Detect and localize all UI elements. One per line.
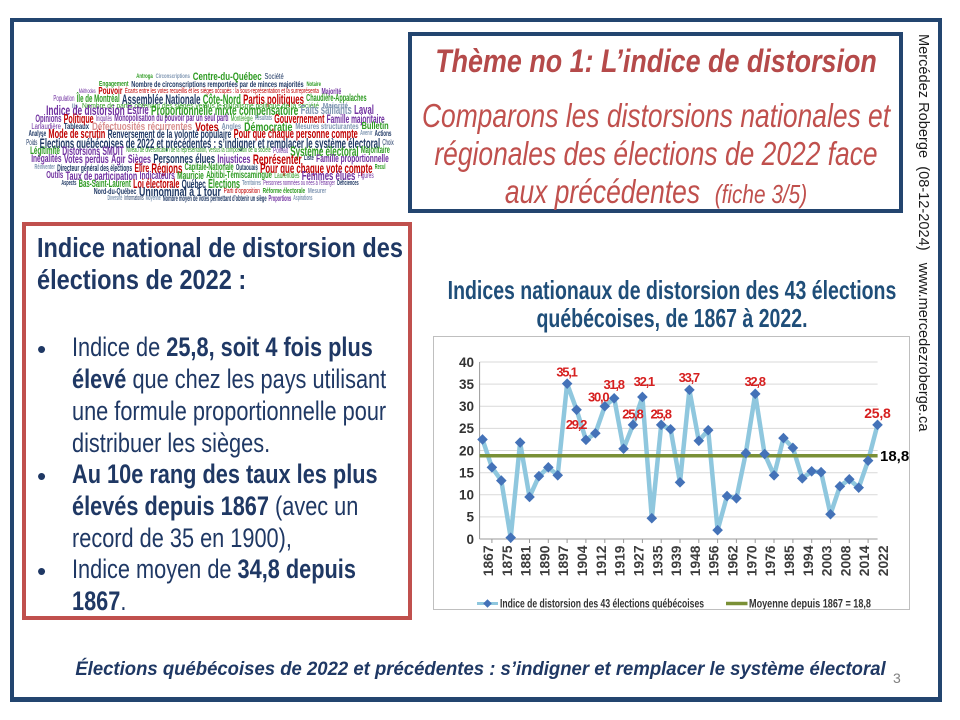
svg-text:35: 35 xyxy=(459,377,475,392)
svg-text:0: 0 xyxy=(466,532,474,547)
svg-text:2008: 2008 xyxy=(838,545,853,576)
svg-text:1867: 1867 xyxy=(481,545,496,576)
svg-text:1912: 1912 xyxy=(594,545,609,576)
svg-text:40: 40 xyxy=(459,355,474,370)
svg-text:1890: 1890 xyxy=(537,545,552,576)
svg-text:15: 15 xyxy=(459,465,475,480)
svg-text:35,1: 35,1 xyxy=(556,365,578,380)
svg-text:20: 20 xyxy=(459,443,474,458)
svg-text:2014: 2014 xyxy=(857,545,872,576)
svg-text:1948: 1948 xyxy=(688,545,703,576)
svg-text:Moyenne depuis 1867 = 18,8: Moyenne depuis 1867 = 18,8 xyxy=(749,599,871,610)
svg-text:30: 30 xyxy=(459,399,474,414)
svg-text:25,8: 25,8 xyxy=(650,407,672,422)
svg-text:30,0: 30,0 xyxy=(588,390,610,405)
svg-text:1881: 1881 xyxy=(519,545,534,576)
svg-text:1935: 1935 xyxy=(650,545,665,576)
svg-text:1927: 1927 xyxy=(632,545,647,576)
svg-text:1985: 1985 xyxy=(782,545,797,576)
svg-text:32,8: 32,8 xyxy=(744,374,766,389)
svg-text:2003: 2003 xyxy=(820,545,835,576)
svg-text:1962: 1962 xyxy=(726,545,741,576)
svg-text:1897: 1897 xyxy=(556,545,571,576)
svg-text:1970: 1970 xyxy=(744,545,759,576)
svg-text:31,8: 31,8 xyxy=(603,377,625,392)
svg-text:1956: 1956 xyxy=(707,545,722,576)
svg-text:1994: 1994 xyxy=(801,545,816,576)
svg-text:1904: 1904 xyxy=(575,545,590,576)
svg-text:1875: 1875 xyxy=(500,545,515,576)
svg-text:25: 25 xyxy=(459,421,475,436)
svg-text:25,8: 25,8 xyxy=(622,407,644,422)
svg-text:Indice de distorsion des 43 él: Indice de distorsion des 43 élections qu… xyxy=(500,599,704,610)
svg-text:1919: 1919 xyxy=(613,545,628,576)
svg-text:33,7: 33,7 xyxy=(679,370,701,385)
svg-text:25,8: 25,8 xyxy=(864,405,891,421)
svg-text:32,1: 32,1 xyxy=(634,374,656,389)
svg-text:29,2: 29,2 xyxy=(566,417,588,432)
svg-text:1976: 1976 xyxy=(763,545,778,576)
svg-text:18,8: 18,8 xyxy=(880,448,909,465)
svg-text:2022: 2022 xyxy=(876,545,891,576)
svg-text:5: 5 xyxy=(466,510,474,525)
svg-text:10: 10 xyxy=(459,488,474,503)
svg-text:1939: 1939 xyxy=(669,545,684,576)
